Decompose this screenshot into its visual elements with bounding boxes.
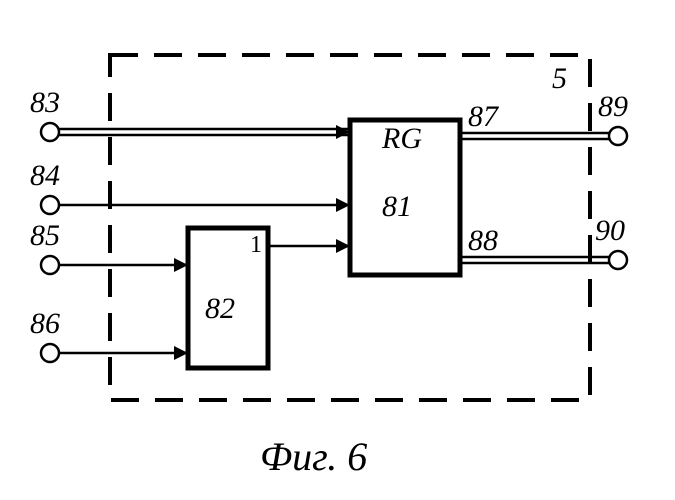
port-p86-label: 86 — [30, 307, 60, 340]
block-82-label-num: 82 — [205, 292, 235, 325]
port-p83-label: 83 — [30, 86, 60, 119]
outer-box-label: 5 — [552, 62, 567, 95]
wires — [59, 129, 609, 353]
port-p90-circle — [609, 251, 627, 269]
port-p89-label: 89 — [598, 90, 628, 123]
port-p85-label: 85 — [30, 219, 60, 252]
port-p85-circle — [41, 256, 59, 274]
port-p84-label: 84 — [30, 159, 60, 192]
port-p83-circle — [41, 123, 59, 141]
port-p84-circle — [41, 196, 59, 214]
port-p89-circle — [609, 127, 627, 145]
block-rg-label-num: 81 — [382, 190, 412, 223]
port-p86-circle — [41, 344, 59, 362]
block-82-corner-label: 1 — [250, 232, 262, 258]
block-rg-label-rg: RG — [381, 122, 422, 155]
wire-label-87: 87 — [468, 100, 500, 133]
figure-caption: Фиг. 6 — [260, 434, 367, 479]
port-p90-label: 90 — [595, 214, 625, 247]
wire-label-88: 88 — [468, 224, 498, 257]
ports: 83 84 85 86 89 90 — [30, 86, 628, 362]
